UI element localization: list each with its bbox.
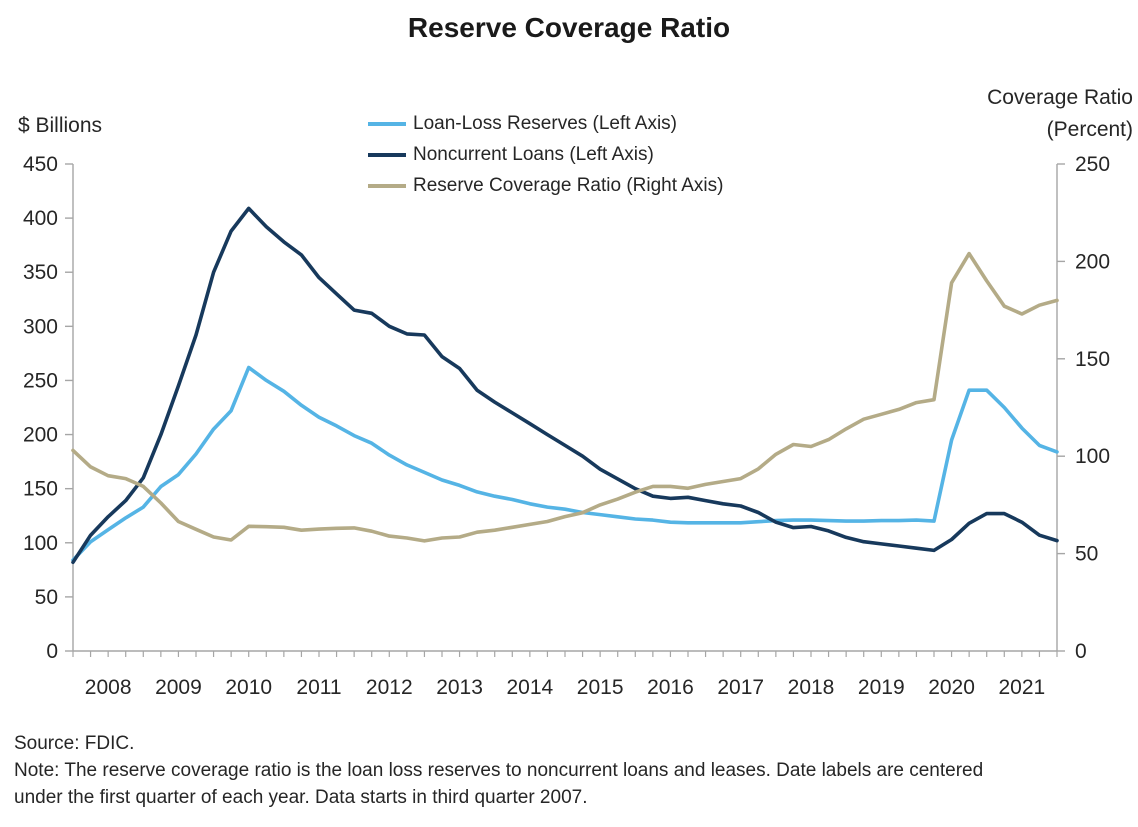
- series-line-reserve-coverage-ratio-right-axis: [71, 251, 1059, 543]
- right-axis-title-line2: (Percent): [1046, 118, 1133, 141]
- left-axis-tick-label: 50: [35, 586, 58, 609]
- legend-item-loan-loss-reserves-left-axis: Loan-Loss Reserves (Left Axis): [368, 108, 723, 139]
- legend-swatch-loan-loss-reserves-left-axis: [368, 121, 406, 126]
- x-axis-year-label: 2010: [225, 676, 272, 699]
- left-axis-tick-label: 450: [23, 153, 58, 176]
- right-axis-tick-label: 200: [1075, 250, 1110, 273]
- left-axis-tick-label: 150: [23, 478, 58, 501]
- left-axis-tick-label: 350: [23, 261, 58, 284]
- x-axis-year-label: 2011: [296, 676, 341, 699]
- source-text: Source: FDIC.: [14, 733, 135, 754]
- x-axis-year-label: 2009: [155, 676, 202, 699]
- left-axis-tick-label: 100: [23, 532, 58, 555]
- right-axis-tick-label: 150: [1075, 348, 1110, 371]
- legend-swatch-noncurrent-loans-left-axis: [368, 152, 406, 157]
- left-axis-tick-label: 400: [23, 207, 58, 230]
- right-axis-tick-label: 100: [1075, 445, 1110, 468]
- legend-label-reserve-coverage-ratio-right-axis: Reserve Coverage Ratio (Right Axis): [413, 174, 724, 196]
- x-axis-year-label: 2019: [858, 676, 905, 699]
- note-text-line2: under the first quarter of each year. Da…: [14, 787, 588, 808]
- right-axis-tick-label: 250: [1075, 153, 1110, 176]
- left-axis-title: $ Billions: [18, 114, 103, 137]
- left-axis-tick-label: 200: [23, 424, 58, 447]
- legend-label-loan-loss-reserves-left-axis: Loan-Loss Reserves (Left Axis): [413, 112, 678, 134]
- legend-item-noncurrent-loans-left-axis: Noncurrent Loans (Left Axis): [368, 139, 723, 170]
- left-axis-tick-label: 0: [46, 640, 58, 663]
- footer-notes: Source: FDIC. Note: The reserve coverage…: [14, 730, 1129, 811]
- x-axis-year-label: 2012: [366, 676, 413, 699]
- legend-label-noncurrent-loans-left-axis: Noncurrent Loans (Left Axis): [413, 143, 654, 165]
- right-axis-title-line1: Coverage Ratio: [987, 86, 1133, 109]
- x-axis-year-label: 2016: [647, 676, 694, 699]
- legend-item-reserve-coverage-ratio-right-axis: Reserve Coverage Ratio (Right Axis): [368, 170, 723, 201]
- legend: Loan-Loss Reserves (Left Axis) Noncurrent…: [368, 108, 723, 201]
- chart-title: Reserve Coverage Ratio: [407, 12, 731, 43]
- x-axis-year-label: 2017: [717, 676, 764, 699]
- note-text-line1: Note: The reserve coverage ratio is the …: [14, 760, 984, 781]
- series-line-loan-loss-reserves-left-axis: [71, 365, 1059, 562]
- left-axis-tick-label: 300: [23, 315, 58, 338]
- x-axis-year-label: 2015: [577, 676, 624, 699]
- x-axis-year-label: 2014: [506, 676, 553, 699]
- right-axis-tick-label: 50: [1075, 543, 1098, 566]
- x-axis-year-label: 2018: [788, 676, 835, 699]
- legend-swatch-reserve-coverage-ratio-right-axis: [368, 183, 406, 188]
- x-axis-year-label: 2020: [928, 676, 975, 699]
- right-axis-title: Coverage Ratio (Percent): [987, 82, 1133, 146]
- x-axis-year-label: 2013: [436, 676, 483, 699]
- x-axis-year-label: 2008: [85, 676, 132, 699]
- series-line-noncurrent-loans-left-axis: [71, 206, 1059, 565]
- right-axis-tick-label: 0: [1075, 640, 1087, 663]
- left-axis-tick-label: 250: [23, 369, 58, 392]
- x-axis-year-label: 2021: [998, 676, 1045, 699]
